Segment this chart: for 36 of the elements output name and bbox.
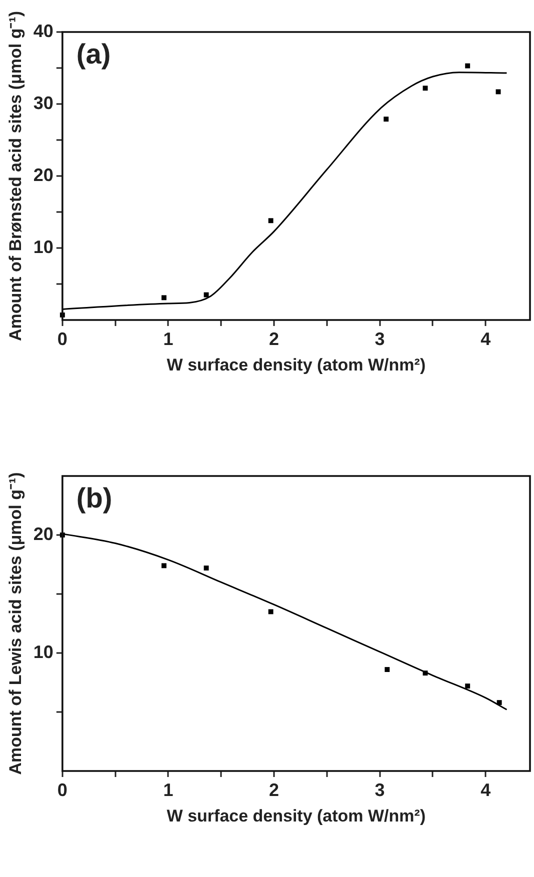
- x-tick-label: 1: [163, 328, 174, 349]
- y-tick-label: 40: [33, 20, 54, 41]
- x-tick-label: 3: [374, 328, 385, 349]
- point: [204, 292, 209, 298]
- x-tick-label: 4: [480, 328, 491, 349]
- x-tick-label: 2: [268, 780, 280, 800]
- x-tick-label: 4: [480, 780, 491, 800]
- point: [384, 116, 389, 122]
- y-tick-label: 10: [33, 642, 54, 662]
- point: [162, 563, 166, 568]
- x-tick-label: 2: [268, 328, 280, 349]
- x-axis-title: W surface density (atom W/nm²): [166, 355, 426, 374]
- point: [268, 609, 274, 614]
- y-tick-label: 20: [33, 524, 54, 544]
- x-tick-label: 1: [163, 780, 174, 800]
- x-tick-label: 0: [57, 780, 68, 800]
- y-tick-label: 10: [33, 236, 54, 257]
- point: [268, 218, 274, 224]
- point: [162, 295, 166, 300]
- x-tick-label: 0: [57, 328, 68, 349]
- chart-title: (a): [76, 38, 111, 70]
- point: [465, 684, 470, 689]
- point: [422, 670, 428, 676]
- y-tick-label: 20: [33, 164, 54, 185]
- y-tick-label: 30: [33, 92, 54, 113]
- y-axis-title: Amount of Brønsted acid sites (μmol g⁻¹): [6, 11, 25, 341]
- point: [496, 700, 502, 706]
- x-axis-title: W surface density (atom W/nm²): [166, 806, 426, 826]
- point: [422, 86, 428, 91]
- x-tick-label: 3: [374, 780, 385, 800]
- chart-title: (b): [76, 482, 112, 514]
- y-axis-title: Amount of Lewis acid sites (μmol g⁻¹): [6, 472, 25, 775]
- point: [384, 667, 390, 672]
- point: [465, 63, 470, 68]
- line-series: [62, 72, 508, 310]
- point: [204, 566, 209, 571]
